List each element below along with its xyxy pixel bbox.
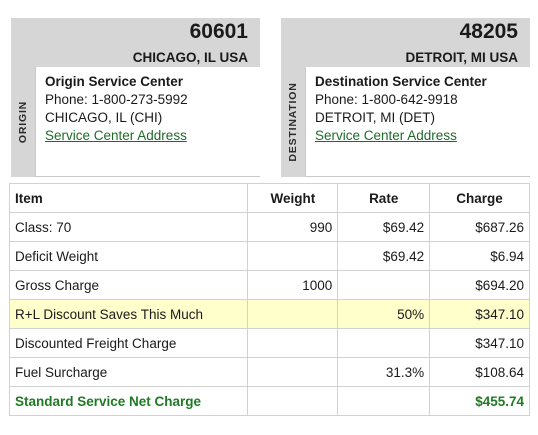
row-rate: 31.3% xyxy=(337,357,431,387)
header-rate: Rate xyxy=(337,183,431,213)
origin-heading: Origin Service Center xyxy=(45,74,184,89)
row-weight: 990 xyxy=(247,212,339,242)
origin-phone: Phone: 1-800-273-5992 xyxy=(45,92,188,107)
table-row: Class: 70 990 $69.42 $687.26 xyxy=(8,212,530,242)
destination-service-center-panel: 48205 DETROIT, MI USA DESTINATION Destin… xyxy=(281,18,530,177)
discount-row: R+L Discount Saves This Much 50% $347.10 xyxy=(8,299,530,329)
origin-service-center-address-link[interactable]: Service Center Address xyxy=(45,128,187,143)
row-rate: $69.42 xyxy=(337,212,431,242)
row-charge: $694.20 xyxy=(429,270,530,300)
origin-side-label: ORIGIN xyxy=(17,100,29,144)
table-row: Fuel Surcharge 31.3% $108.64 xyxy=(8,357,530,387)
row-charge: $455.74 xyxy=(429,386,530,416)
destination-zip: 48205 xyxy=(459,20,518,43)
row-rate xyxy=(337,328,431,358)
row-weight xyxy=(247,386,339,416)
row-charge: $6.94 xyxy=(429,241,530,271)
row-item: Standard Service Net Charge xyxy=(8,386,249,416)
destination-service-center-address-link[interactable]: Service Center Address xyxy=(315,128,457,143)
header-item: Item xyxy=(8,183,249,213)
origin-location: CHICAGO, IL (CHI) xyxy=(45,110,163,125)
destination-card: Destination Service Center Phone: 1-800-… xyxy=(305,67,530,177)
header-charge: Charge xyxy=(429,183,530,213)
row-item: R+L Discount Saves This Much xyxy=(8,299,249,329)
row-item: Discounted Freight Charge xyxy=(8,328,249,358)
table-row: Discounted Freight Charge $347.10 xyxy=(8,328,530,358)
row-item: Fuel Surcharge xyxy=(8,357,249,387)
row-rate: 50% xyxy=(337,299,431,329)
row-weight xyxy=(247,241,339,271)
header-weight: Weight xyxy=(247,183,339,213)
row-item: Class: 70 xyxy=(8,212,249,242)
rate-quote-table: Item Weight Rate Charge Class: 70 990 $6… xyxy=(8,183,530,416)
row-item: Gross Charge xyxy=(8,270,249,300)
row-charge: $687.26 xyxy=(429,212,530,242)
net-charge-row: Standard Service Net Charge $455.74 xyxy=(8,386,530,416)
table-header-row: Item Weight Rate Charge xyxy=(8,183,530,213)
origin-city: CHICAGO, IL USA xyxy=(132,50,248,65)
row-charge: $108.64 xyxy=(429,357,530,387)
row-rate xyxy=(337,270,431,300)
table-row: Deficit Weight $69.42 $6.94 xyxy=(8,241,530,271)
destination-phone: Phone: 1-800-642-9918 xyxy=(315,92,458,107)
origin-zip: 60601 xyxy=(189,20,248,43)
row-weight xyxy=(247,328,339,358)
row-item: Deficit Weight xyxy=(8,241,249,271)
row-charge: $347.10 xyxy=(429,299,530,329)
row-charge: $347.10 xyxy=(429,328,530,358)
row-weight: 1000 xyxy=(247,270,339,300)
destination-side-label: DESTINATION xyxy=(287,82,299,162)
row-rate: $69.42 xyxy=(337,241,431,271)
origin-service-center-panel: 60601 CHICAGO, IL USA ORIGIN Origin Serv… xyxy=(11,18,260,177)
destination-heading: Destination Service Center xyxy=(315,74,487,89)
row-rate xyxy=(337,386,431,416)
destination-location: DETROIT, MI (DET) xyxy=(315,110,435,125)
row-weight xyxy=(247,357,339,387)
origin-card: Origin Service Center Phone: 1-800-273-5… xyxy=(35,67,260,177)
table-row: Gross Charge 1000 $694.20 xyxy=(8,270,530,300)
row-weight xyxy=(247,299,339,329)
destination-city: DETROIT, MI USA xyxy=(405,50,518,65)
